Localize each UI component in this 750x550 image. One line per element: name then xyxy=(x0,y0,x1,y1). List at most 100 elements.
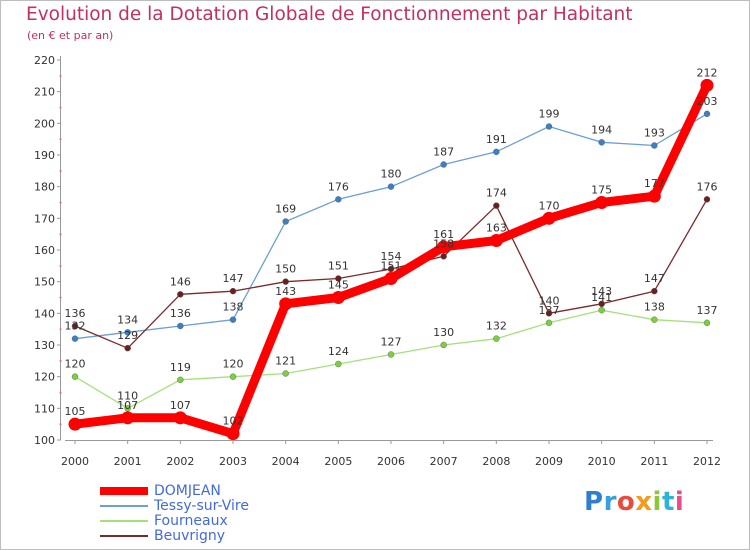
logo-letter: i xyxy=(674,487,685,517)
data-label-tessy: 194 xyxy=(591,123,612,136)
point-tessy xyxy=(598,139,605,146)
data-label-beuvrigny: 136 xyxy=(65,307,86,320)
data-label-domjean: 151 xyxy=(381,260,402,273)
data-label-fourneaux: 137 xyxy=(697,304,718,317)
data-label-tessy: 187 xyxy=(433,146,454,159)
y-tick-label: 110 xyxy=(34,402,55,415)
data-label-beuvrigny: 140 xyxy=(539,294,560,307)
data-label-fourneaux: 120 xyxy=(65,358,86,371)
point-domjean xyxy=(542,211,556,225)
point-domjean xyxy=(384,272,398,285)
data-label-beuvrigny: 151 xyxy=(328,260,349,273)
x-tick-label: 2000 xyxy=(61,455,89,468)
x-tick-label: 2007 xyxy=(430,455,458,468)
data-label-tessy: 176 xyxy=(328,180,349,193)
x-tick-label: 2006 xyxy=(377,455,405,468)
logo-letter: P xyxy=(584,487,604,517)
data-label-domjean: 163 xyxy=(486,222,507,235)
point-fourneaux xyxy=(493,335,500,342)
point-beuvrigny xyxy=(124,344,131,352)
point-domjean xyxy=(331,291,345,304)
data-label-tessy: 136 xyxy=(170,307,191,320)
point-fourneaux xyxy=(651,316,658,323)
point-tessy xyxy=(545,123,553,130)
data-label-tessy: 191 xyxy=(486,133,507,146)
point-domjean xyxy=(437,240,451,254)
point-tessy xyxy=(124,329,131,336)
point-domjean xyxy=(647,189,661,203)
legend-item-tessy: Tessy-sur-Vire xyxy=(100,498,300,514)
x-tick-label: 2001 xyxy=(114,455,142,468)
legend-item-domjean: DOMJEAN xyxy=(100,483,300,499)
data-label-domjean: 105 xyxy=(65,405,86,418)
y-tick-label: 130 xyxy=(34,339,55,352)
data-label-beuvrigny: 146 xyxy=(170,275,191,288)
data-label-fourneaux: 120 xyxy=(223,358,244,371)
point-beuvrigny xyxy=(229,287,237,295)
point-fourneaux xyxy=(598,306,605,314)
data-label-fourneaux: 119 xyxy=(170,361,191,374)
y-minor-dot xyxy=(59,106,62,109)
point-domjean xyxy=(279,297,293,311)
logo-letter: o xyxy=(616,487,636,517)
x-tick-label: 2011 xyxy=(640,455,668,468)
y-tick-label: 210 xyxy=(34,86,55,99)
proxiti-logo: Proxiti xyxy=(584,487,684,517)
data-label-fourneaux: 132 xyxy=(486,320,507,333)
legend-swatch-tessy xyxy=(100,505,148,507)
point-fourneaux xyxy=(124,405,131,412)
y-minor-dot xyxy=(59,359,62,362)
logo-letter: x xyxy=(635,487,653,517)
legend-swatch-domjean xyxy=(100,487,148,495)
y-minor-dot xyxy=(59,169,62,172)
data-label-tessy: 169 xyxy=(275,203,296,216)
point-tessy xyxy=(335,196,342,203)
axes: 100 110 120 130 140 150 160 170 180 190 200 210 220 2… xyxy=(34,54,721,468)
data-label-beuvrigny: 147 xyxy=(223,272,244,285)
legend-item-fourneaux: Fourneaux xyxy=(100,513,300,529)
point-fourneaux xyxy=(703,319,711,327)
data-label-beuvrigny: 143 xyxy=(591,285,612,298)
y-tick-label: 100 xyxy=(34,434,55,447)
data-label-beuvrigny: 174 xyxy=(486,187,507,200)
y-minor-dot xyxy=(59,423,62,426)
data-label-beuvrigny: 150 xyxy=(275,263,296,276)
x-tick-label: 2010 xyxy=(588,455,616,468)
y-tick-label: 120 xyxy=(34,371,55,384)
x-tick-label: 2004 xyxy=(272,455,300,468)
y-tick-label: 190 xyxy=(34,149,55,162)
y-tick-label: 170 xyxy=(34,212,55,225)
y-minor-dot xyxy=(59,264,62,267)
point-tessy xyxy=(387,183,395,190)
data-label-tessy: 134 xyxy=(117,313,138,326)
point-fourneaux xyxy=(282,370,289,377)
logo-letter: i xyxy=(652,487,662,517)
data-label-domjean: 161 xyxy=(433,228,454,241)
point-tessy xyxy=(651,142,658,149)
y-tick-label: 220 xyxy=(34,54,55,67)
point-domjean xyxy=(226,427,240,441)
point-domjean xyxy=(489,234,503,247)
point-fourneaux xyxy=(387,351,395,358)
data-label-tessy: 193 xyxy=(644,127,665,140)
point-fourneaux xyxy=(229,373,237,380)
x-tick-label: 2009 xyxy=(535,455,563,468)
point-fourneaux xyxy=(545,319,553,327)
data-label-fourneaux: 124 xyxy=(328,345,349,358)
data-labels: 132 134 136 138 169 176 180 187 191 199 194 193 203 1… xyxy=(65,66,718,427)
data-label-fourneaux: 127 xyxy=(381,336,402,349)
data-label-beuvrigny: 129 xyxy=(117,329,138,342)
legend-swatch-beuvrigny xyxy=(100,535,148,537)
point-beuvrigny xyxy=(493,202,500,209)
y-tick-label: 160 xyxy=(34,244,55,257)
legend: DOMJEAN Tessy-sur-Vire Fourneaux Beuvrig… xyxy=(100,483,300,546)
y-minor-dot xyxy=(59,328,62,331)
point-domjean xyxy=(595,196,609,209)
point-tessy xyxy=(71,335,79,342)
point-tessy xyxy=(282,218,289,225)
data-label-fourneaux: 121 xyxy=(275,355,296,368)
y-minor-dot xyxy=(59,296,62,299)
point-beuvrigny xyxy=(71,322,79,330)
point-fourneaux xyxy=(335,360,342,368)
